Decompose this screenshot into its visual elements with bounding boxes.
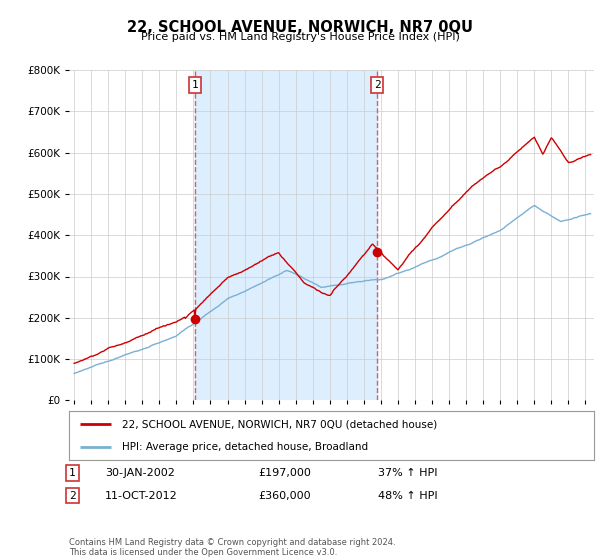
- Text: HPI: Average price, detached house, Broadland: HPI: Average price, detached house, Broa…: [121, 442, 368, 452]
- Text: Price paid vs. HM Land Registry's House Price Index (HPI): Price paid vs. HM Land Registry's House …: [140, 32, 460, 43]
- Text: £360,000: £360,000: [258, 491, 311, 501]
- Text: 48% ↑ HPI: 48% ↑ HPI: [378, 491, 437, 501]
- Text: 37% ↑ HPI: 37% ↑ HPI: [378, 468, 437, 478]
- Text: 2: 2: [69, 491, 76, 501]
- Text: £197,000: £197,000: [258, 468, 311, 478]
- Text: 22, SCHOOL AVENUE, NORWICH, NR7 0QU (detached house): 22, SCHOOL AVENUE, NORWICH, NR7 0QU (det…: [121, 419, 437, 430]
- Text: 1: 1: [191, 80, 198, 90]
- Bar: [195, 70, 377, 400]
- Text: 11-OCT-2012: 11-OCT-2012: [105, 491, 178, 501]
- Text: Contains HM Land Registry data © Crown copyright and database right 2024.
This d: Contains HM Land Registry data © Crown c…: [69, 538, 395, 557]
- Text: 30-JAN-2002: 30-JAN-2002: [105, 468, 175, 478]
- Text: 1: 1: [69, 468, 76, 478]
- Text: 2: 2: [374, 80, 380, 90]
- Text: 22, SCHOOL AVENUE, NORWICH, NR7 0QU: 22, SCHOOL AVENUE, NORWICH, NR7 0QU: [127, 20, 473, 35]
